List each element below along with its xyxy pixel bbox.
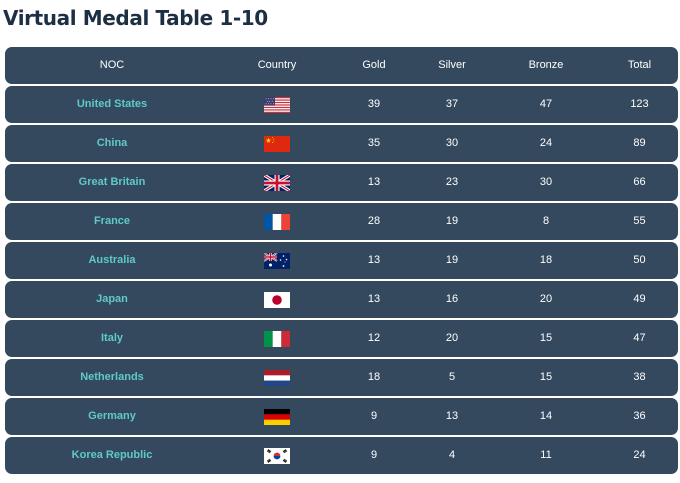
total-count: 123 (630, 98, 649, 110)
country-cell (219, 125, 335, 162)
country-cell (219, 203, 335, 240)
country-cell (219, 437, 335, 474)
noc-name: United States (76, 98, 148, 110)
table-row[interactable]: Great Britain 13 23 30 66 (5, 164, 678, 201)
total-count: 55 (633, 215, 646, 227)
country-cell (219, 86, 335, 123)
total-count: 47 (633, 332, 646, 344)
table-row[interactable]: Korea Republic 9 4 11 24 (5, 437, 678, 474)
total-count: 24 (633, 449, 646, 461)
column-header-total[interactable]: Total (627, 59, 652, 71)
country-cell (219, 242, 335, 279)
gold-count: 13 (367, 176, 381, 188)
noc-name: Australia (88, 254, 136, 266)
bronze-count: 24 (539, 137, 553, 149)
france-flag-icon (264, 214, 290, 230)
table-row[interactable]: France 28 19 8 55 (5, 203, 678, 240)
noc-name: Netherlands (80, 371, 144, 383)
table-header: NOC Country Gold Silver Bronze Total (5, 47, 678, 84)
silver-count: 30 (445, 137, 459, 149)
silver-count: 16 (445, 293, 459, 305)
uk-flag-icon (264, 175, 290, 191)
noc-name: Japan (96, 293, 128, 305)
total-count: 38 (633, 371, 646, 383)
country-cell (219, 320, 335, 357)
gold-count: 13 (367, 254, 381, 266)
noc-name: France (93, 215, 131, 227)
country-cell (219, 281, 335, 318)
column-header-bronze[interactable]: Bronze (528, 59, 564, 71)
australia-flag-icon (264, 253, 290, 269)
bronze-count: 20 (539, 293, 553, 305)
noc-name: China (96, 137, 128, 149)
silver-count: 19 (445, 254, 459, 266)
gold-count: 12 (367, 332, 381, 344)
usa-flag-icon (264, 97, 290, 113)
gold-count: 39 (367, 98, 381, 110)
bronze-count: 15 (539, 371, 553, 383)
netherlands-flag-icon (264, 370, 290, 386)
total-count: 36 (633, 410, 646, 422)
bronze-count: 11 (540, 449, 552, 461)
table-row[interactable]: China 35 30 24 89 (5, 125, 678, 162)
column-header-country[interactable]: Country (257, 59, 297, 71)
bronze-count: 8 (542, 215, 550, 227)
gold-count: 35 (367, 137, 381, 149)
silver-count: 5 (448, 371, 456, 383)
gold-count: 28 (367, 215, 381, 227)
table-row[interactable]: Japan 13 16 20 49 (5, 281, 678, 318)
noc-name: Great Britain (78, 176, 146, 188)
gold-count: 18 (367, 371, 381, 383)
table-row[interactable]: Germany 9 13 14 36 (5, 398, 678, 435)
table-row[interactable]: Italy 12 20 15 47 (5, 320, 678, 357)
column-header-noc[interactable]: NOC (99, 59, 125, 71)
bronze-count: 47 (539, 98, 553, 110)
column-header-silver[interactable]: Silver (438, 59, 466, 71)
country-cell (219, 398, 335, 435)
total-count: 50 (633, 254, 646, 266)
korea-flag-icon (264, 448, 290, 464)
page-title: Virtual Medal Table 1-10 (3, 6, 268, 30)
gold-count: 9 (370, 410, 378, 422)
gold-count: 9 (370, 449, 378, 461)
silver-count: 23 (445, 176, 459, 188)
bronze-count: 18 (539, 254, 553, 266)
column-header-gold[interactable]: Gold (362, 59, 386, 71)
silver-count: 20 (445, 332, 459, 344)
bronze-count: 30 (539, 176, 553, 188)
japan-flag-icon (264, 292, 290, 308)
silver-count: 19 (445, 215, 459, 227)
noc-name: Italy (100, 332, 123, 344)
bronze-count: 15 (539, 332, 553, 344)
silver-count: 37 (445, 98, 459, 110)
table-row[interactable]: Australia 13 19 18 50 (5, 242, 678, 279)
gold-count: 13 (367, 293, 381, 305)
silver-count: 13 (445, 410, 459, 422)
table-row[interactable]: United States 39 37 47 123 (5, 86, 678, 123)
germany-flag-icon (264, 409, 290, 425)
silver-count: 4 (448, 449, 456, 461)
country-cell (219, 359, 335, 396)
total-count: 66 (633, 176, 646, 188)
country-cell (219, 164, 335, 201)
italy-flag-icon (264, 331, 290, 347)
total-count: 49 (633, 293, 646, 305)
total-count: 89 (633, 137, 646, 149)
noc-name: Korea Republic (71, 449, 153, 461)
china-flag-icon (264, 136, 290, 152)
bronze-count: 14 (539, 410, 553, 422)
noc-name: Germany (88, 410, 136, 422)
table-row[interactable]: Netherlands 18 5 15 38 (5, 359, 678, 396)
